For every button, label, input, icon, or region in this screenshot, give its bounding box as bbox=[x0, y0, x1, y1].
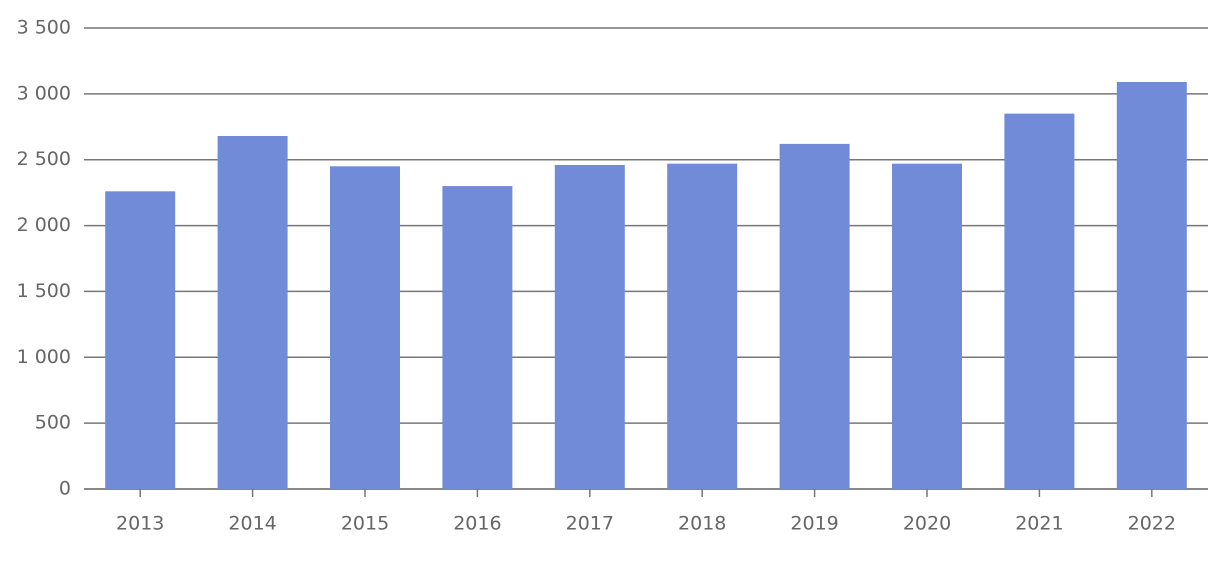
y-tick-label: 3 500 bbox=[17, 17, 71, 39]
x-tick-label: 2020 bbox=[903, 513, 951, 535]
y-tick-label: 2 500 bbox=[17, 148, 71, 170]
bar bbox=[1004, 113, 1075, 489]
bar bbox=[442, 186, 513, 490]
bar bbox=[667, 163, 738, 489]
y-tick-label: 1 000 bbox=[17, 346, 71, 368]
x-tick-label: 2022 bbox=[1128, 513, 1176, 535]
bar bbox=[217, 136, 288, 489]
x-tick-label: 2018 bbox=[678, 513, 726, 535]
y-tick-label: 500 bbox=[35, 412, 71, 434]
bar bbox=[779, 143, 850, 489]
y-tick-label: 0 bbox=[59, 478, 71, 500]
bar bbox=[892, 163, 962, 489]
x-tick-label: 2016 bbox=[453, 513, 501, 535]
y-tick-label: 1 500 bbox=[17, 280, 71, 302]
x-tick-label: 2013 bbox=[116, 513, 164, 535]
x-tick-label: 2014 bbox=[228, 513, 276, 535]
bar bbox=[105, 191, 176, 489]
x-tick-label: 2017 bbox=[566, 513, 614, 535]
y-tick-label: 2 000 bbox=[17, 214, 71, 236]
bar bbox=[1116, 82, 1187, 489]
x-tick-label: 2015 bbox=[341, 513, 389, 535]
bar bbox=[554, 164, 625, 490]
y-tick-label: 3 000 bbox=[17, 82, 71, 104]
x-tick-label: 2021 bbox=[1015, 513, 1063, 535]
x-tick-label: 2019 bbox=[790, 513, 838, 535]
bar bbox=[330, 166, 400, 490]
